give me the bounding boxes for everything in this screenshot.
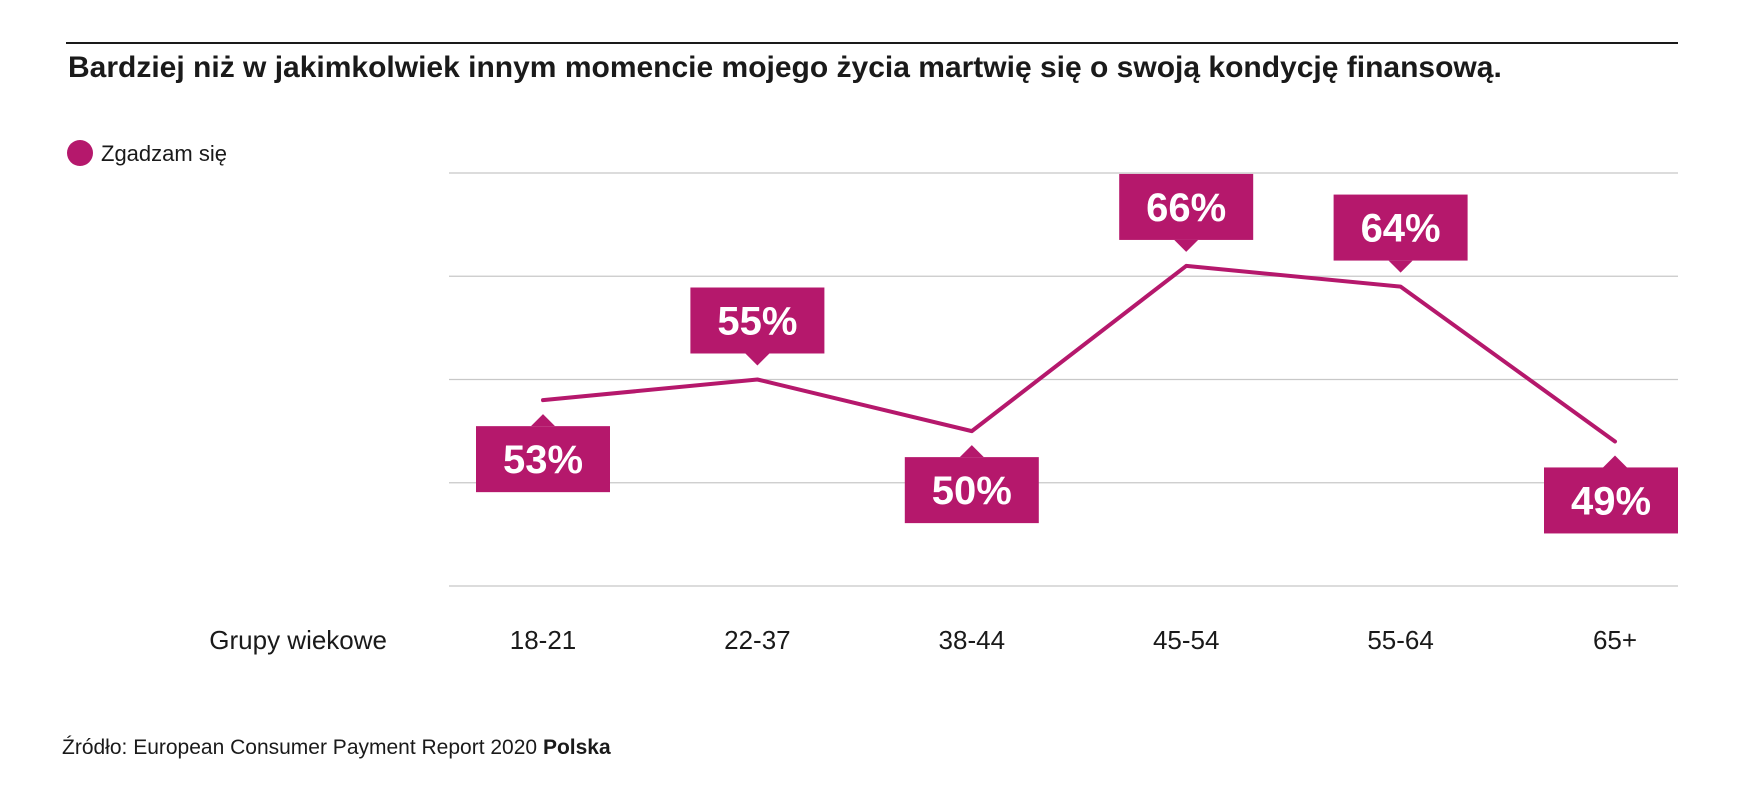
data-label: 66% xyxy=(1146,186,1226,230)
legend-label: Zgadzam się xyxy=(101,141,227,166)
source-country: Polska xyxy=(543,736,611,759)
data-label-callout: 66% xyxy=(1119,173,1254,252)
data-label-pointer xyxy=(531,414,555,427)
x-tick-label: 55-64 xyxy=(1367,625,1434,655)
x-tick-label: 22-37 xyxy=(724,625,791,655)
gridlines xyxy=(449,172,1678,587)
data-label-pointer xyxy=(1388,260,1413,273)
data-label-callout: 49% xyxy=(1544,455,1678,534)
x-tick-label: 38-44 xyxy=(939,625,1006,655)
chart-title: Bardziej niż w jakimkolwiek innym momenc… xyxy=(68,51,1502,84)
series-line-group xyxy=(541,263,1617,444)
data-labels: 53% 55% 50% 66% 64% 49% xyxy=(476,173,1678,534)
series-line xyxy=(541,263,1617,444)
data-label-pointer xyxy=(745,353,770,366)
data-label-pointer xyxy=(959,445,984,458)
data-label-callout: 53% xyxy=(476,414,610,493)
data-label-box xyxy=(690,287,825,354)
data-label: 55% xyxy=(717,300,797,344)
data-label-pointer xyxy=(1174,239,1199,252)
data-label: 53% xyxy=(503,438,583,482)
data-label: 50% xyxy=(932,469,1012,513)
data-label-pointer xyxy=(1603,455,1627,468)
legend: Zgadzam się xyxy=(67,140,227,166)
x-axis-ticks: 18-21 22-37 38-44 45-54 55-64 65+ xyxy=(510,625,1637,655)
data-label: 64% xyxy=(1361,207,1441,251)
data-label-callout: 64% xyxy=(1333,194,1468,273)
data-label-callout: 50% xyxy=(904,445,1039,524)
source-prefix: Źródło: European Consumer Payment Report… xyxy=(62,736,543,759)
data-label-box xyxy=(904,457,1039,524)
data-label: 49% xyxy=(1571,479,1651,523)
data-label-box xyxy=(476,426,610,493)
source-note: Źródło: European Consumer Payment Report… xyxy=(62,736,611,759)
data-label-box xyxy=(1333,194,1468,261)
x-tick-label: 45-54 xyxy=(1153,625,1220,655)
x-tick-label: 18-21 xyxy=(510,625,577,655)
data-label-box xyxy=(1119,173,1254,240)
data-label-callout: 55% xyxy=(690,287,825,366)
x-axis-title: Grupy wiekowe xyxy=(209,625,387,655)
data-label-box xyxy=(1544,467,1678,534)
x-tick-label: 65+ xyxy=(1593,625,1637,655)
legend-swatch xyxy=(67,140,93,166)
